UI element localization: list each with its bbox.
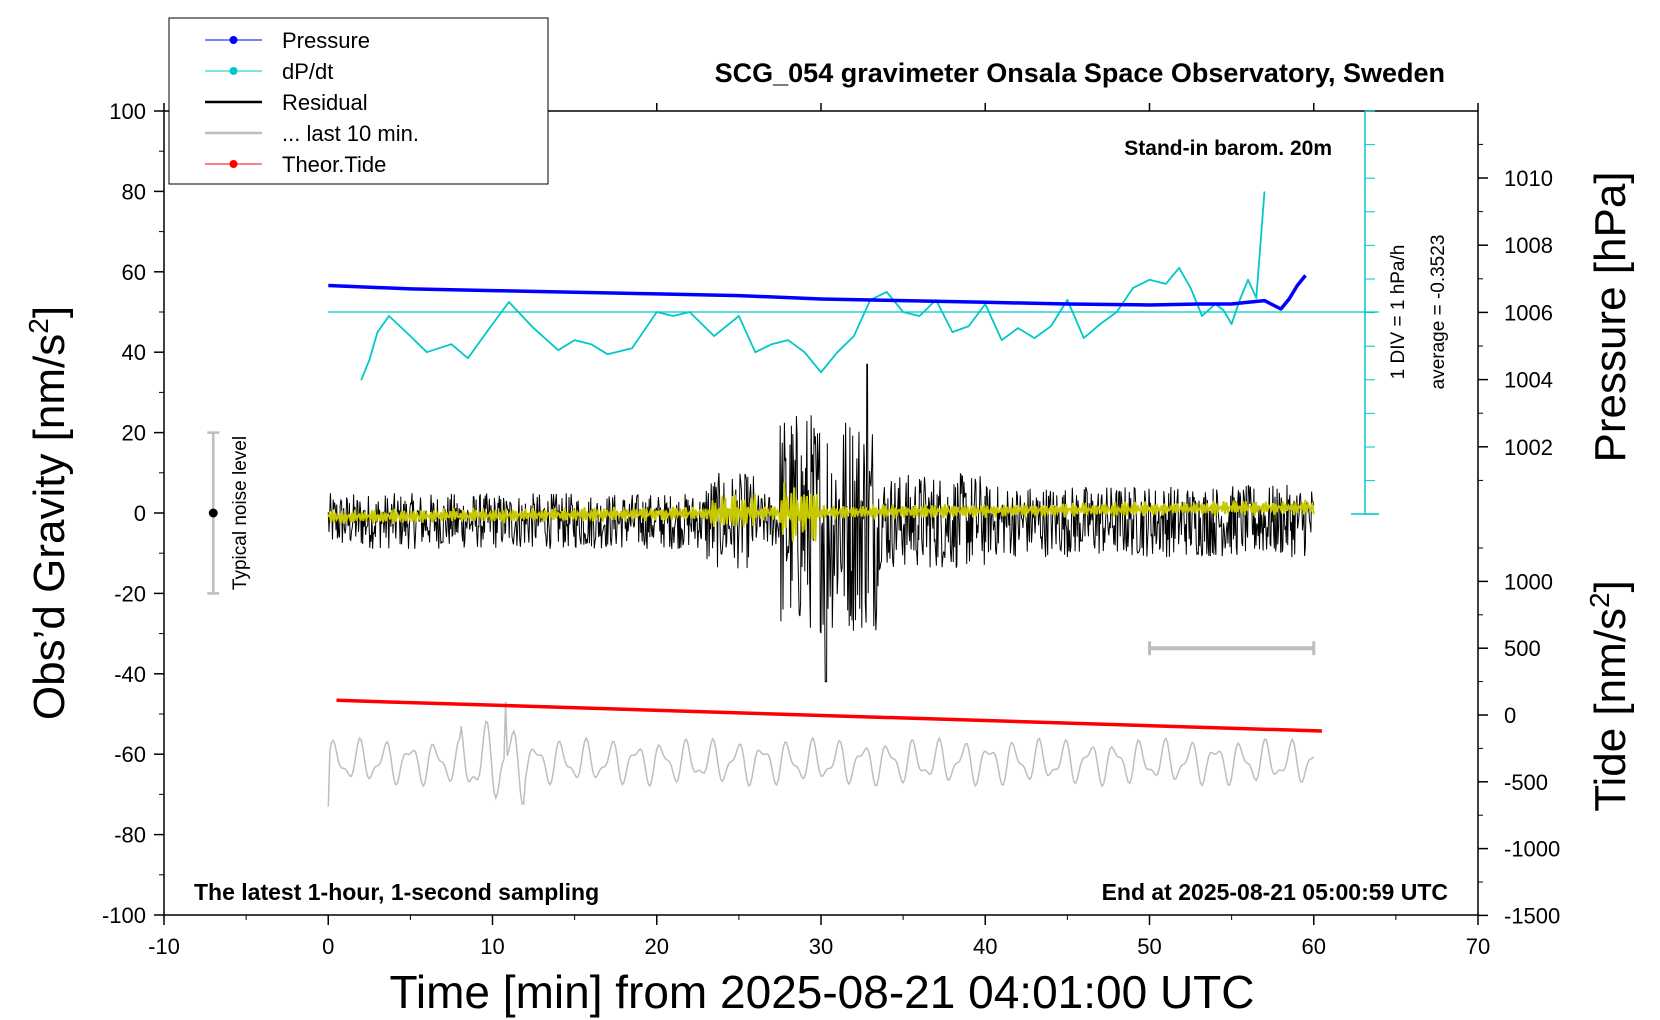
end-time-note: End at 2025-08-21 05:00:59 UTC [1102, 879, 1448, 905]
legend-marker [229, 67, 238, 75]
tide-tick-label: -500 [1504, 770, 1548, 795]
y-tick-label: -80 [114, 823, 146, 848]
pressure-tick-label: 1004 [1504, 368, 1553, 393]
x-tick-label: 60 [1302, 934, 1326, 959]
pressure-tick-label: 1006 [1504, 300, 1553, 325]
legend: Pressure dP/dt Residual ... last 10 min. The… [168, 17, 549, 185]
legend-label: dP/dt [282, 59, 333, 84]
dpdt-scale-note: 1 DIV = 1 hPa/h [1388, 245, 1409, 380]
pressure-series-line [328, 274, 1307, 311]
sampling-note: The latest 1-hour, 1-second sampling [194, 879, 599, 905]
y-tick-label: -60 [114, 742, 146, 767]
pressure-tick-label: 1002 [1504, 435, 1553, 460]
y-tick-label: 100 [109, 99, 146, 124]
tide-axis-label: Tide [nm/s2] [1584, 580, 1635, 812]
tide-tick-label: 500 [1504, 636, 1541, 661]
residual-smoothed-line [327, 482, 1315, 542]
tide-tick-label: -1500 [1504, 903, 1560, 928]
y-tick-label: 40 [122, 340, 146, 365]
x-tick-label: 40 [973, 934, 997, 959]
tide-tick-label: 0 [1504, 703, 1516, 728]
y-tick-label: -20 [114, 581, 146, 606]
noise-bar-center-dot [208, 508, 218, 518]
dpdt-average-note: average = -0.3523 [1428, 235, 1449, 390]
chart-title: SCG_054 gravimeter Onsala Space Observat… [715, 58, 1445, 88]
y-tick-label: 0 [134, 501, 146, 526]
legend-label: Theor.Tide [282, 152, 386, 177]
legend-marker [229, 36, 238, 44]
last-10-min-series-line [327, 701, 1315, 807]
y-tick-label: 60 [122, 260, 146, 285]
tide-tick-label: 1000 [1504, 569, 1553, 594]
residual-series-line [327, 363, 1315, 683]
y-tick-label: 80 [122, 179, 146, 204]
x-tick-label: 70 [1466, 934, 1490, 959]
x-axis-label: Time [min] from 2025-08-21 04:01:00 UTC [390, 966, 1255, 1018]
pressure-tick-label: 1008 [1504, 233, 1553, 258]
legend-label: ... last 10 min. [282, 121, 419, 146]
barometer-note: Stand-in barom. 20m [1124, 137, 1332, 160]
y-tick-label: -40 [114, 662, 146, 687]
pressure-axis-label: Pressure [hPa] [1586, 171, 1635, 462]
pressure-tick-label: 1010 [1504, 166, 1553, 191]
y-tick-label: 20 [122, 421, 146, 446]
noise-level-label: Typical noise level [230, 436, 251, 590]
tide-series-line [336, 698, 1323, 733]
y-axis-label: Obs’d Gravity [nm/s2] [23, 306, 74, 720]
dpdt-series-line [360, 191, 1266, 381]
x-tick-label: 10 [480, 934, 504, 959]
x-tick-label: 0 [322, 934, 334, 959]
tide-tick-label: -1000 [1504, 837, 1560, 862]
legend-label: Pressure [282, 28, 370, 53]
x-tick-label: -10 [148, 934, 180, 959]
x-tick-label: 50 [1137, 934, 1161, 959]
x-tick-label: 20 [645, 934, 669, 959]
x-tick-label: 30 [809, 934, 833, 959]
y-tick-label: -100 [102, 903, 146, 928]
legend-label: Residual [282, 90, 368, 115]
legend-marker [229, 160, 238, 168]
